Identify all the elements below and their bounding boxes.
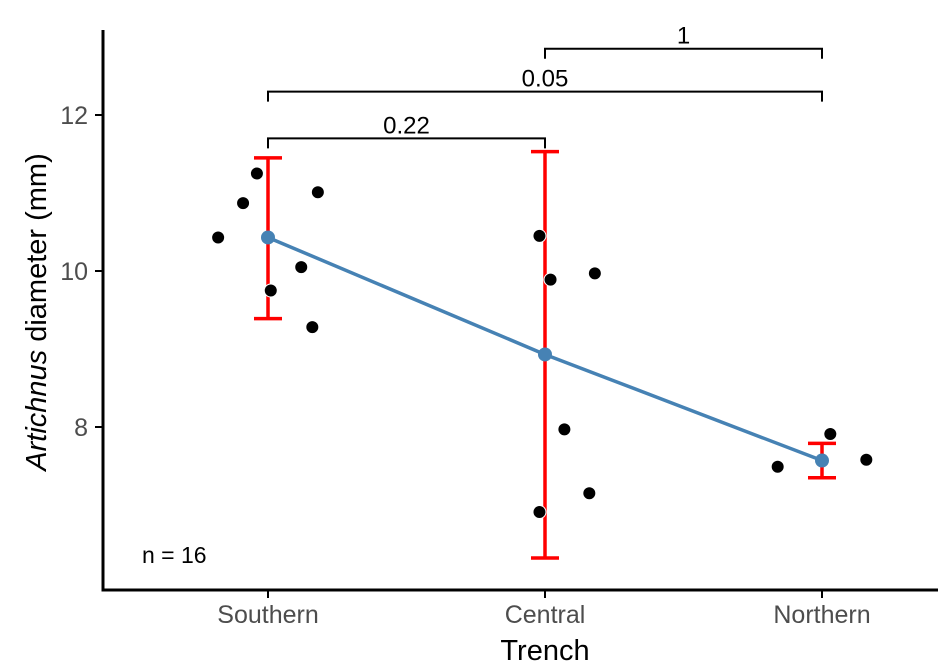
data-point (859, 452, 874, 467)
comparison-p-value: 0.22 (383, 112, 430, 139)
data-point (249, 166, 264, 181)
y-tick-label: 10 (60, 258, 88, 286)
x-tick-label: Southern (217, 601, 318, 629)
data-point (305, 320, 320, 335)
x-tick-label: Central (505, 601, 586, 629)
sample-size-annotation: n = 16 (142, 542, 207, 568)
mean-trend (261, 230, 829, 468)
mean-point (538, 347, 552, 362)
data-point (211, 230, 226, 245)
data-point (532, 505, 547, 520)
data-point (587, 266, 602, 281)
y-tick-label: 12 (60, 102, 88, 130)
comparison-p-value: 0.05 (522, 66, 569, 93)
comparison-p-value: 1 (677, 23, 690, 50)
comparison-bracket (544, 47, 823, 59)
data-point (263, 283, 278, 298)
y-tick-label: 8 (74, 414, 88, 442)
y-axis-title: Artichnus diameter (mm) (21, 153, 53, 472)
x-axis-title: Trench (500, 635, 589, 667)
comparison-brackets: 0.22 0.05 1 (267, 23, 823, 149)
mean-point (815, 453, 829, 468)
x-tick-label: Northern (773, 601, 870, 629)
data-point (532, 228, 547, 243)
data-point (557, 422, 572, 437)
comparison-bracket (267, 90, 823, 102)
comparison-bracket (267, 137, 546, 149)
data-point (823, 427, 838, 442)
data-point (770, 459, 785, 474)
data-point (236, 196, 251, 211)
y-axis-title-rest: diameter (mm) (21, 153, 53, 350)
y-axis-title-italic: Artichnus (21, 350, 53, 473)
data-point (582, 486, 597, 501)
axes: 8 10 12 Southern Central Northern (60, 30, 938, 629)
data-point (310, 185, 325, 200)
data-point (294, 260, 309, 275)
data-point (543, 272, 558, 287)
data-points (211, 166, 874, 520)
mean-point (261, 230, 275, 245)
